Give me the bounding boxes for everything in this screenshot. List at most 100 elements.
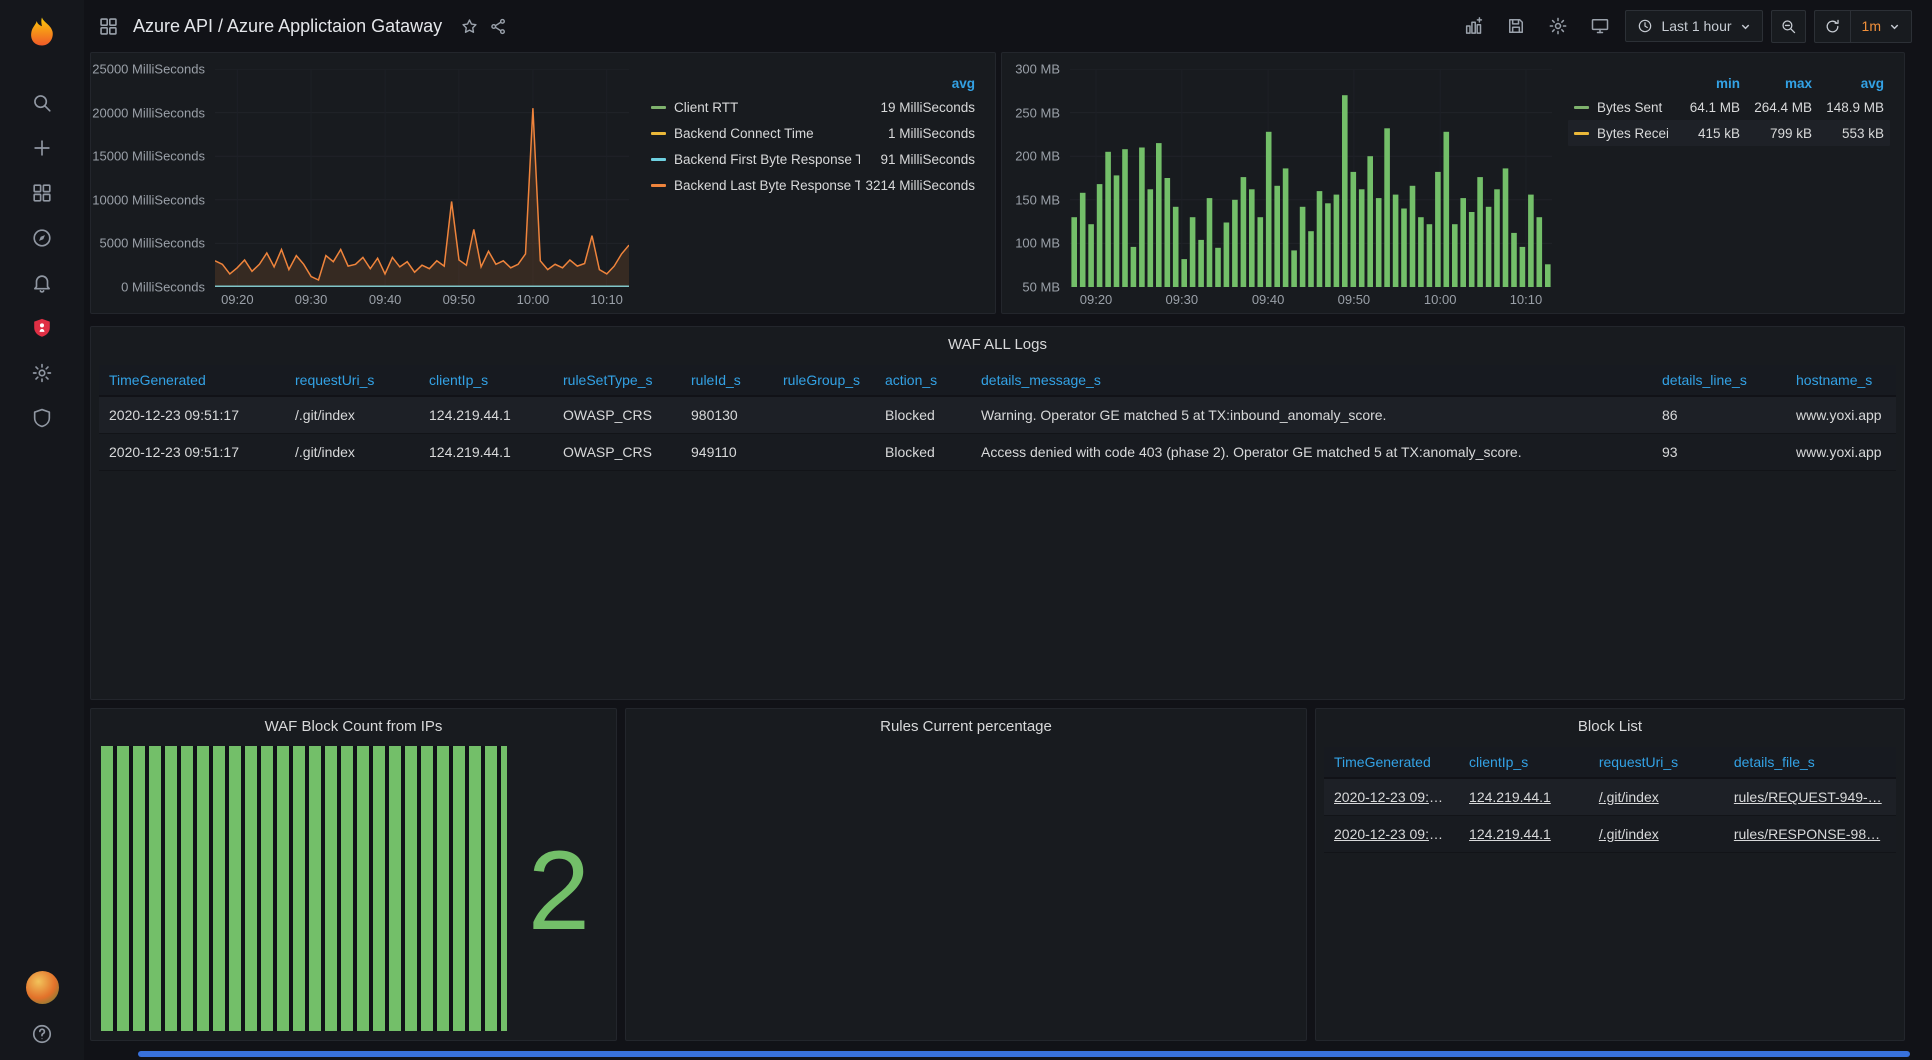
sidebar-security-button[interactable] xyxy=(0,395,84,440)
legend-item[interactable]: Backend Last Byte Response Time 3214 Mill… xyxy=(645,172,981,198)
panel-title-block-count[interactable]: WAF Block Count from IPs xyxy=(264,718,443,735)
refresh-icon xyxy=(1826,19,1839,32)
table-link-cell[interactable]: 2020-12-23 09:51:17 xyxy=(1334,789,1460,805)
throughput-x-axis: 09:20 09:30 09:40 09:50 10:00 10:10 xyxy=(1070,292,1552,314)
series-label: Backend Connect Time xyxy=(674,125,814,141)
table-cell: 2020-12-23 09:51:17 xyxy=(109,407,239,423)
series-label: Backend First Byte Response Time xyxy=(674,151,860,167)
panel-title-waf-logs[interactable]: WAF ALL Logs xyxy=(948,336,1047,353)
column-header-ruleId_s[interactable]: ruleId_s xyxy=(691,372,741,388)
refresh-interval-picker[interactable]: 1m xyxy=(1850,9,1912,43)
help-icon[interactable] xyxy=(0,1016,84,1052)
sidebar-alerting-button[interactable] xyxy=(0,260,84,305)
share-icon[interactable] xyxy=(489,17,508,36)
throughput-chart[interactable] xyxy=(1070,69,1552,287)
block-count-bar-gauge[interactable] xyxy=(101,746,507,1031)
column-header-details_message_s[interactable]: details_message_s xyxy=(981,372,1101,388)
column-header-hostname_s[interactable]: hostname_s xyxy=(1796,372,1873,388)
column-header-details_file_s[interactable]: details_file_s xyxy=(1733,754,1815,770)
x-axis-label: 10:10 xyxy=(590,292,623,307)
table-cell: Warning. Operator GE matched 5 at TX:inb… xyxy=(981,407,1387,423)
table-link-cell[interactable]: /.git/index xyxy=(1598,789,1659,805)
table-link-cell[interactable]: rules/REQUEST-949-… xyxy=(1733,789,1882,805)
series-avg-value: 19 MilliSeconds xyxy=(880,99,975,115)
table-link-cell[interactable]: 124.219.44.1 xyxy=(1469,789,1551,805)
table-link-cell[interactable]: /.git/index xyxy=(1598,826,1659,842)
legend-item[interactable]: Backend First Byte Response Time 91 Milli… xyxy=(645,146,981,172)
column-header-TimeGenerated[interactable]: TimeGenerated xyxy=(1334,754,1431,770)
legend-item[interactable]: Bytes Sent 64.1 MB 264.4 MB 148.9 MB xyxy=(1568,94,1890,120)
add-panel-icon[interactable] xyxy=(1464,16,1484,36)
column-header-clientIp_s[interactable]: clientIp_s xyxy=(429,372,489,388)
column-header-TimeGenerated[interactable]: TimeGenerated xyxy=(109,372,206,388)
zoom-out-button[interactable] xyxy=(1770,9,1806,43)
x-axis-label: 09:30 xyxy=(294,292,328,307)
series-max-value: 799 kB xyxy=(1769,125,1812,141)
y-axis-label: 150 MB xyxy=(1015,192,1060,208)
column-header-details_line_s[interactable]: details_line_s xyxy=(1662,372,1747,388)
series-avg-value: 1 MilliSeconds xyxy=(887,125,975,141)
user-avatar[interactable] xyxy=(25,971,59,1004)
grafana-logo-icon[interactable] xyxy=(21,14,63,56)
series-color-dash xyxy=(651,157,666,161)
block-count-value: 2 xyxy=(527,828,590,953)
star-icon[interactable] xyxy=(460,17,479,36)
y-axis-label: 15000 MilliSeconds xyxy=(92,148,205,164)
refresh-button[interactable] xyxy=(1813,9,1851,43)
latency-y-axis: 25000 MilliSeconds 20000 MilliSeconds 1500… xyxy=(92,62,215,295)
save-dashboard-icon[interactable] xyxy=(1506,16,1526,36)
series-color-dash xyxy=(651,183,666,187)
y-axis-label: 5000 MilliSeconds xyxy=(99,235,205,251)
x-axis-label: 10:10 xyxy=(1509,292,1543,307)
legend-header-avg[interactable]: avg xyxy=(951,76,975,91)
chevron-down-icon xyxy=(1741,24,1749,29)
sidebar-search-button[interactable] xyxy=(0,80,84,125)
dashboard-settings-icon[interactable] xyxy=(1548,16,1568,36)
table-link-cell[interactable]: 124.219.44.1 xyxy=(1469,826,1551,842)
legend-item[interactable]: Client RTT 19 MilliSeconds xyxy=(645,94,981,120)
legend-item[interactable]: Backend Connect Time 1 MilliSeconds xyxy=(645,120,981,146)
column-header-ruleSetType_s[interactable]: ruleSetType_s xyxy=(563,372,653,388)
sidebar xyxy=(0,0,84,1060)
dashboard-title: Azure API / Azure Applictaion Gataway xyxy=(133,15,443,36)
refresh-interval-label: 1m xyxy=(1861,18,1881,34)
sidebar-waf-app-button[interactable] xyxy=(0,305,84,350)
column-header-clientIp_s[interactable]: clientIp_s xyxy=(1469,754,1529,770)
series-avg-value: 553 kB xyxy=(1841,125,1884,141)
tv-cycle-view-icon[interactable] xyxy=(1590,16,1610,36)
sidebar-dashboards-button[interactable] xyxy=(0,170,84,215)
table-cell: Access denied with code 403 (phase 2). O… xyxy=(981,444,1522,460)
series-label: Client RTT xyxy=(674,99,739,115)
panel-title-rules[interactable]: Rules Current percentage xyxy=(880,718,1052,735)
sidebar-explore-button[interactable] xyxy=(0,215,84,260)
legend-item[interactable]: Bytes Received 415 kB 799 kB 553 kB xyxy=(1568,120,1890,146)
series-label: Bytes Sent xyxy=(1597,99,1663,115)
latency-chart[interactable] xyxy=(215,69,629,287)
table-cell: 980130 xyxy=(691,407,738,423)
x-axis-label: 09:50 xyxy=(1337,292,1371,307)
time-range-picker[interactable]: Last 1 hour xyxy=(1625,10,1763,42)
table-row: 2020-12-23 09:51:17 124.219.44.1 /.git/ind… xyxy=(1324,779,1896,816)
series-color-dash xyxy=(651,105,666,109)
legend-header-avg[interactable]: avg xyxy=(1860,76,1884,91)
column-header-action_s[interactable]: action_s xyxy=(885,372,938,388)
table-row: 2020-12-23 09:51:17 /.git/index 124.219.44… xyxy=(99,397,1896,434)
y-axis-label: 250 MB xyxy=(1015,105,1060,121)
horizontal-scrollbar[interactable] xyxy=(138,1051,1910,1057)
table-link-cell[interactable]: rules/RESPONSE-98… xyxy=(1733,826,1881,842)
column-header-ruleGroup_s[interactable]: ruleGroup_s xyxy=(783,372,861,388)
panel-waf-logs: WAF ALL Logs TimeGenerated requestUri_s cl… xyxy=(90,326,1905,700)
throughput-legend: min max avg Bytes Sent 64.1 MB 264.4 MB 148.9 … xyxy=(1552,69,1890,146)
legend-header-min[interactable]: min xyxy=(1715,76,1740,91)
dashboards-grid-icon[interactable] xyxy=(98,16,119,37)
sidebar-create-button[interactable] xyxy=(0,125,84,170)
column-header-requestUri_s[interactable]: requestUri_s xyxy=(295,372,375,388)
panel-title-block-list[interactable]: Block List xyxy=(1577,718,1643,735)
series-label: Bytes Received xyxy=(1597,125,1668,141)
column-header-requestUri_s[interactable]: requestUri_s xyxy=(1598,754,1679,770)
sidebar-configuration-button[interactable] xyxy=(0,350,84,395)
legend-header-max[interactable]: max xyxy=(1784,76,1812,91)
x-axis-label: 10:00 xyxy=(516,292,550,307)
latency-x-axis: 09:20 09:30 09:40 09:50 10:00 10:10 xyxy=(215,292,629,314)
table-link-cell[interactable]: 2020-12-23 09:51:17 xyxy=(1334,826,1460,842)
